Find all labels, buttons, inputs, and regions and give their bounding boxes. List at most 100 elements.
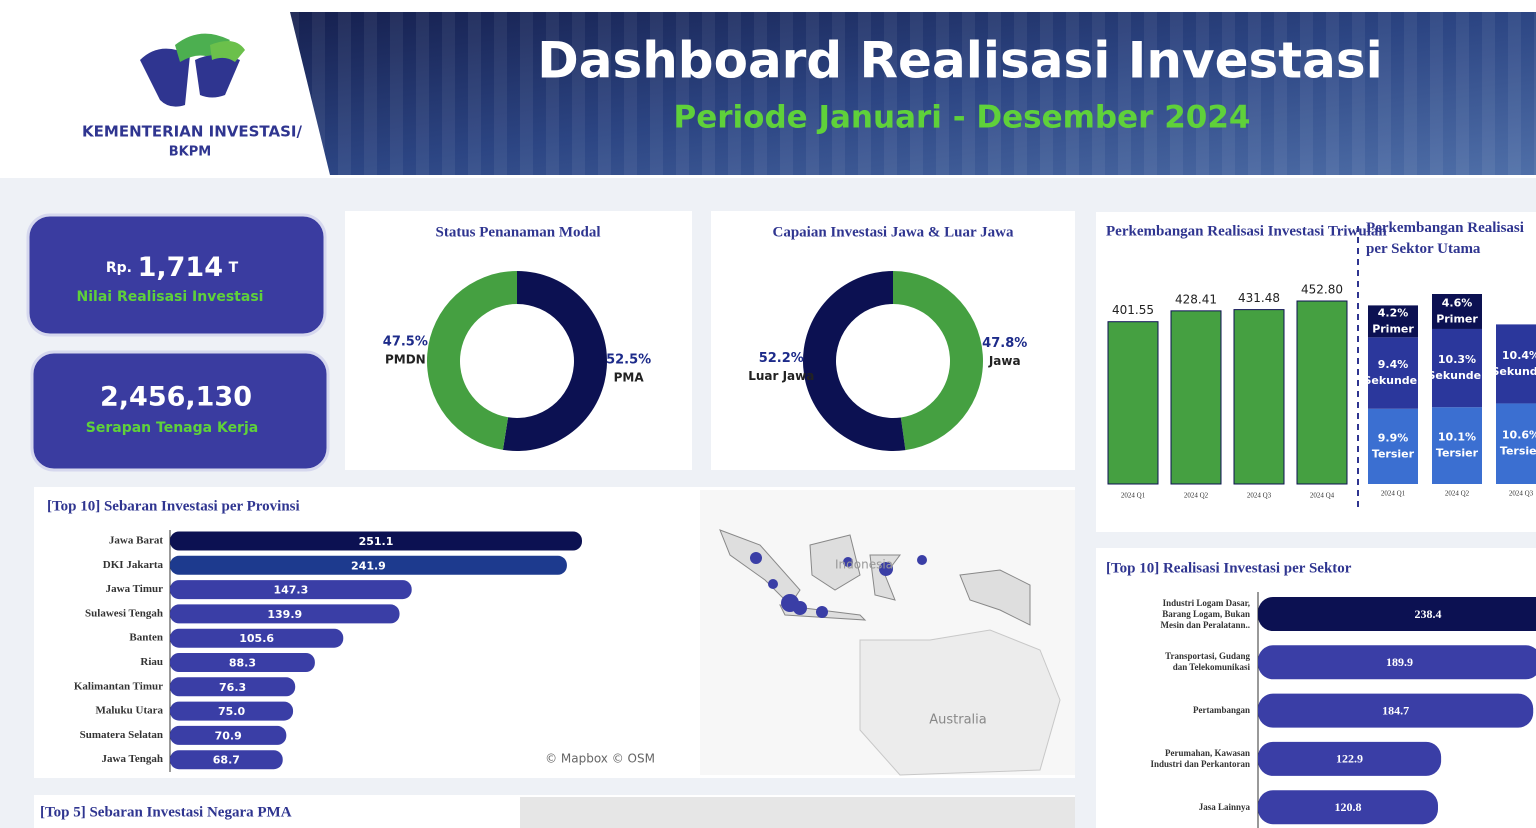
map-bubble [816,606,828,618]
chart-title: Perkembangan Realisasi per Sektor Utama [1366,220,1524,257]
bar [1258,645,1536,680]
label-box: Perumahan, Kawasan Industri dan Perkanto… [1150,748,1250,769]
slice-label: PMA [614,370,645,384]
kpi-card [26,213,327,337]
x-tick-label: 2024 Q1 [1121,492,1146,500]
bar [170,604,400,624]
y-tick-label: Jawa Timur [106,583,163,595]
y-tick-label: Sulawesi Tengah [85,607,163,619]
bar-value: 68.7 [213,754,240,767]
bar-value: 105.6 [239,632,274,645]
bar [1258,790,1438,825]
bar-value: 120.8 [1334,800,1361,814]
bar-value: 238.4 [1415,607,1442,621]
segment-value: 9.9% [1378,431,1409,444]
y-tick-label: Sumatera Selatan [80,729,163,741]
donut-slice [893,271,983,451]
bar-value: 189.9 [1386,655,1413,669]
y-tick-label: Jawa Tengah [102,753,163,765]
segment-label: Tersier [1372,447,1415,460]
land [809,534,861,591]
bar [1258,693,1534,728]
y-tick-label: Jasa Lainnya [1198,801,1250,812]
segment-label: Sekunder [1363,374,1423,387]
map: Indonesia Australia © Mapbox © OSM [545,490,1075,776]
bar [1258,597,1536,631]
map-label: Australia [929,713,987,728]
map-label: Indonesia [835,558,893,572]
bar-segment [1368,408,1418,484]
chart-title: Status Penanaman Modal [435,224,600,240]
segment-value: 10.6% [1502,429,1536,442]
segment-value: 10.4% [1502,349,1536,362]
segment-label: Primer [1372,322,1414,335]
kpi-label: Serapan Tenaga Kerja [86,420,258,436]
bar-segment [1432,328,1482,408]
bar-value: 452.80 [1301,283,1343,297]
map-bubble [843,557,853,567]
y-tick-label: Industri Logam Dasar, Barang Logam, Buka… [1160,597,1250,630]
slice-value: 47.8% [982,336,1027,351]
bar [170,580,412,600]
y-tick-label: Transportasi, Gudang dan Telekomunikasi [1165,651,1250,673]
donut-slice [427,271,517,450]
donut-slice [803,271,906,452]
panel-title: [Top 5] Sebaran Investasi Negara PMA [40,804,292,820]
bar-value: 147.3 [273,584,308,597]
y-tick-label: Pertambangan [1193,705,1250,716]
bar [1296,300,1348,485]
chart-title-box: Perkembangan Realisasi per Sektor Utama [1366,220,1524,257]
header-texture [290,12,1536,175]
bar-value: 88.3 [229,657,256,670]
x-tick-label: 2024 Q4 [1310,492,1335,500]
label-box: Jasa Lainnya [1198,801,1250,812]
slice-value: 52.5% [606,352,651,367]
segment-value: 4.6% [1442,296,1473,309]
segment-label: Primer [1436,312,1478,325]
logo-shape [195,55,240,98]
logo-text: BKPM [169,145,211,160]
y-tick-label: Banten [129,632,163,644]
land [869,554,901,601]
bar [1170,310,1222,485]
y-tick-label: Kalimantan Timur [74,680,163,692]
logo-shape [140,48,190,107]
dashboard-subtitle: Periode Januari - Desember 2024 [674,100,1251,136]
slice-value: 47.5% [383,335,428,350]
dashboard-title: Dashboard Realisasi Investasi [537,32,1383,90]
map-bubble [768,579,778,589]
label-box: Pertambangan [1193,705,1250,716]
map-attribution: © Mapbox © OSM [545,752,655,766]
bar-value: 75.0 [218,705,245,718]
map-bg [520,797,1075,828]
label-box: Transportasi, Gudang dan Telekomunikasi [1165,651,1250,673]
y-tick-label: Jawa Barat [109,535,163,547]
chart-title: Perkembangan Realisasi Investasi Triwula… [1106,223,1387,239]
sector-chart: [Top 10] Realisasi Investasi per Sektor I… [1106,560,1536,828]
segment-value: 10.3% [1438,353,1476,366]
bar-value: 251.1 [359,535,394,548]
bar-value: 76.3 [219,681,246,694]
bar [170,653,315,672]
charts: Status Penanaman Modal 52.5% PMA 47.5% PMDN C… [47,220,1536,828]
bar-value: 241.9 [351,559,386,572]
donut-slice [502,271,608,451]
map-bubble [750,552,762,564]
x-tick-label: 2024 Q1 [1381,490,1406,498]
chart-title: [Top 10] Realisasi Investasi per Sektor [1106,560,1352,576]
bar-value: 401.55 [1112,303,1154,317]
bar-segment [1432,407,1482,484]
bar-segment [1496,324,1536,404]
kpi-value: 2,456,130 [100,382,252,413]
logo-leaf [210,41,245,62]
y-tick-label: Riau [140,656,163,668]
slice-value: 52.2% [759,351,804,366]
bar [170,677,296,697]
kpi-value: Rp. 1,714 T [106,252,239,283]
segment-label: Tersier [1500,445,1536,458]
segment-value: 4.2% [1378,306,1409,319]
stacked-chart: Perkembangan Realisasi per Sektor Utama 9… [1363,220,1536,498]
slice-label: Luar Jawa [748,369,814,383]
bar [170,725,287,745]
